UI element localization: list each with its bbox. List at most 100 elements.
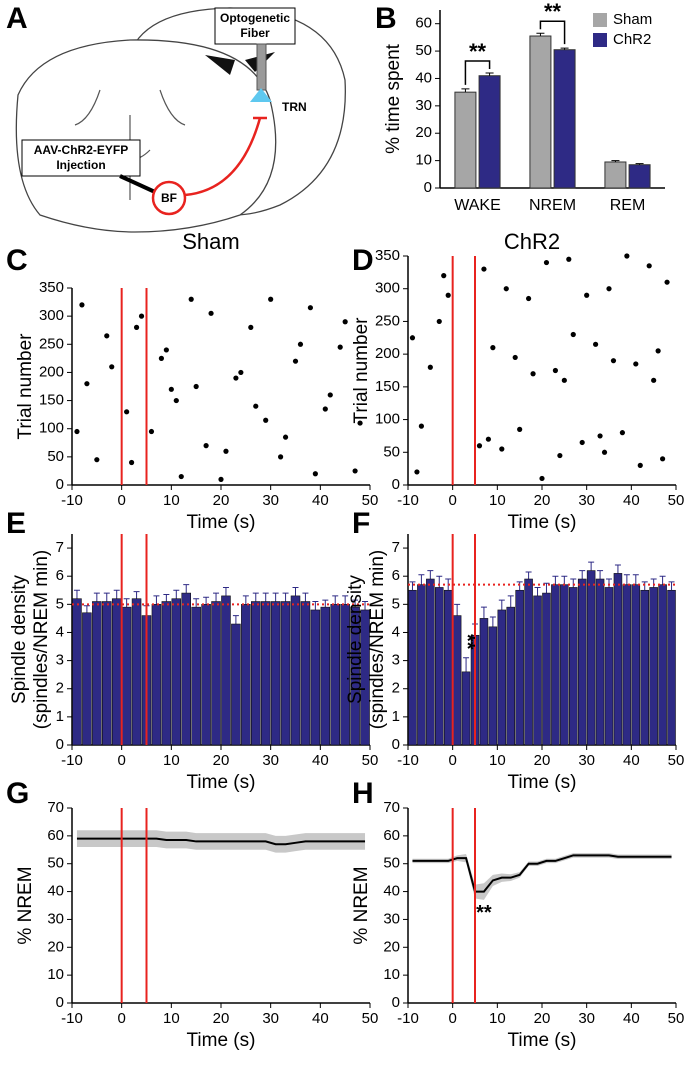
brain-outline-front [15, 39, 277, 233]
error-bar [427, 570, 434, 580]
error-bar [635, 163, 644, 165]
legend-swatch [593, 33, 607, 47]
spike-dot [517, 426, 523, 432]
error-bar [282, 592, 289, 602]
legend-label: ChR2 [613, 31, 651, 48]
spike-dot [552, 367, 559, 374]
y-tick-label: 30 [415, 97, 432, 114]
x-tick-label: 40 [312, 1010, 329, 1027]
spike-dot [655, 348, 661, 354]
error-bar [534, 586, 541, 596]
error-bar [659, 575, 666, 585]
spike-dot [633, 361, 639, 367]
y-axis-label: % NREM [15, 866, 36, 944]
trn-label: TRN [282, 100, 307, 114]
projection-arrow [184, 117, 262, 197]
panel-letter: A [6, 2, 28, 35]
x-tick-label: 50 [362, 1010, 379, 1027]
light-cone [250, 88, 272, 102]
bar [320, 606, 331, 746]
spike-dot [312, 471, 318, 477]
bar [577, 578, 587, 746]
y-tick-label: 300 [375, 280, 400, 297]
y-tick-label: 7 [392, 539, 400, 556]
spike-dot [409, 335, 416, 341]
spike-dot [327, 392, 333, 398]
spike-dot [414, 469, 420, 475]
spike-dot [109, 364, 115, 370]
injection-label: Injection [56, 158, 105, 172]
spike-dot [208, 310, 214, 316]
error-bar [292, 586, 299, 596]
y-tick-label: 4 [392, 623, 400, 640]
x-tick-label: 10 [489, 752, 506, 769]
bar [72, 598, 82, 746]
error-bar [123, 598, 130, 608]
spike-dot [619, 430, 626, 436]
bar [201, 604, 211, 746]
y-tick-label: 6 [392, 567, 400, 584]
bar [461, 671, 471, 746]
panel-letter: H [352, 777, 374, 810]
bar [82, 612, 92, 746]
error-bar [312, 601, 319, 610]
y-axis-label: % NREM [351, 866, 372, 944]
spike-dot [148, 428, 155, 435]
bar [529, 35, 552, 189]
spike-dot [584, 292, 590, 298]
error-bar [454, 603, 461, 616]
spike-dot [664, 279, 670, 285]
y-tick-label: 300 [39, 307, 64, 324]
error-bar [579, 570, 586, 580]
injection-box [21, 139, 141, 177]
bar [360, 609, 370, 746]
bar [151, 604, 162, 746]
bar [604, 587, 614, 746]
error-bar [352, 599, 359, 608]
bar [488, 626, 498, 746]
bar [622, 584, 632, 746]
bar [417, 584, 426, 746]
error-bar [183, 584, 190, 594]
spike-dot [268, 296, 274, 302]
bar [640, 589, 649, 746]
bar [515, 589, 524, 746]
error-bar [203, 596, 210, 605]
y-tick-label: 1 [392, 708, 400, 725]
y-tick-label: 0 [56, 476, 64, 493]
spike-dot [357, 420, 363, 426]
y-tick-label: 7 [56, 539, 64, 556]
y-tick-label: 30 [383, 910, 400, 927]
spike-dot [445, 292, 451, 298]
error-bar [480, 606, 487, 619]
spike-dot [248, 324, 254, 330]
error-bar [560, 47, 569, 50]
bar [542, 592, 551, 746]
x-tick-label: -10 [397, 752, 419, 769]
spike-dot [557, 452, 563, 459]
y-axis-label: Trial number [351, 317, 372, 424]
spike-dot [193, 383, 199, 390]
y-tick-label: 0 [56, 994, 64, 1011]
x-axis-label: Time (s) [187, 512, 256, 533]
bf-circle [151, 180, 187, 216]
y-tick-label: 20 [47, 938, 64, 955]
spike-dot [322, 406, 328, 412]
significance-bracket [539, 20, 566, 45]
spike-dot [530, 371, 536, 377]
error-bar [213, 592, 220, 602]
y-tick-label: 70 [47, 799, 64, 816]
fiber-label: Optogenetic [220, 11, 290, 25]
spike-dot [233, 375, 239, 381]
spike-dot [503, 286, 509, 292]
y-axis-label: (spindles/NREM min) [31, 550, 52, 729]
y-tick-label: 0 [424, 179, 432, 196]
error-bar [588, 561, 595, 571]
significance: ** [456, 634, 478, 650]
y-tick-label: 2 [392, 680, 400, 697]
bar [251, 601, 261, 746]
y-tick-label: 10 [47, 966, 64, 983]
y-tick-label: 20 [383, 938, 400, 955]
